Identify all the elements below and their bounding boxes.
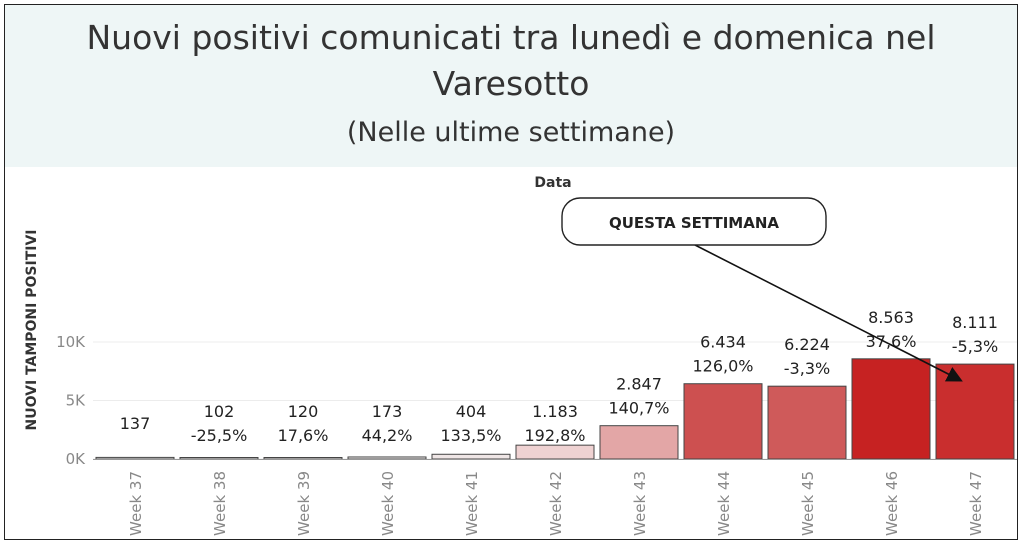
x-tick-label: Week 43 <box>631 471 649 536</box>
bar-value-label: 6.224 <box>784 335 830 354</box>
title-line-2: Varesotto <box>432 64 590 103</box>
x-tick-label: Week 40 <box>379 471 397 536</box>
bar-change-label: 37,6% <box>866 332 917 351</box>
chart-header: Nuovi positivi comunicati tra lunedì e d… <box>5 5 1017 167</box>
bar-change-label: -5,3% <box>952 337 998 356</box>
x-tick-label: Week 37 <box>127 471 145 536</box>
x-tick-label: Week 45 <box>799 471 817 536</box>
x-tick-label: Week 38 <box>211 471 229 536</box>
bar-change-label: 17,6% <box>278 426 329 445</box>
bar <box>347 456 427 460</box>
bar <box>935 363 1015 460</box>
chart-frame: Nuovi positivi comunicati tra lunedì e d… <box>4 4 1018 540</box>
bar-change-label: 44,2% <box>362 426 413 445</box>
y-tick-label: 0K <box>66 450 87 468</box>
bar <box>515 444 595 460</box>
callout-box <box>561 197 827 246</box>
bar <box>683 383 763 460</box>
bar-change-label: 126,0% <box>692 357 753 376</box>
x-tick-label: Week 46 <box>883 471 901 536</box>
bar-change-label: -25,5% <box>191 426 248 445</box>
bar <box>179 457 259 460</box>
y-tick-label: 10K <box>56 333 86 351</box>
bar-value-label: 173 <box>372 402 403 421</box>
x-axis-title: Data <box>534 175 571 191</box>
bar <box>767 385 847 460</box>
title-line-1: Nuovi positivi comunicati tra lunedì e d… <box>86 18 936 57</box>
bar-value-label: 6.434 <box>700 333 746 352</box>
x-tick-label: Week 42 <box>547 471 565 536</box>
bar-value-label: 2.847 <box>616 375 662 394</box>
bar-value-label: 120 <box>288 402 319 421</box>
bar-change-label: -3,3% <box>784 359 830 378</box>
bar-value-label: 137 <box>120 414 151 433</box>
bar-value-label: 1.183 <box>532 402 578 421</box>
bar-change-label: 192,8% <box>524 426 585 445</box>
bar-chart: Data NUOVI TAMPONI POSITIVI 0K 5K 10K 137 Week… <box>24 175 1017 536</box>
bar <box>431 453 511 460</box>
bar <box>263 457 343 460</box>
bar-value-label: 8.563 <box>868 308 914 327</box>
bar-value-label: 404 <box>456 402 487 421</box>
bar <box>851 358 931 460</box>
bar <box>599 425 679 460</box>
x-tick-label: Week 39 <box>295 471 313 536</box>
bar <box>95 456 175 460</box>
y-axis-title: NUOVI TAMPONI POSITIVI <box>24 230 40 431</box>
callout-arrow <box>694 244 963 382</box>
x-tick-label: Week 44 <box>715 471 733 536</box>
bar-change-label: 133,5% <box>440 426 501 445</box>
callout-label: QUESTA SETTIMANA <box>609 214 779 232</box>
bar-value-label: 8.111 <box>952 313 998 332</box>
bar-value-label: 102 <box>204 402 235 421</box>
chart-subtitle: (Nelle ultime settimane) <box>346 117 676 148</box>
bar-change-label: 140,7% <box>608 399 669 418</box>
x-tick-label: Week 41 <box>463 471 481 536</box>
x-tick-label: Week 47 <box>967 471 985 536</box>
y-tick-label: 5K <box>66 392 87 410</box>
chart-title: Nuovi positivi comunicati tra lunedì e d… <box>5 15 1017 107</box>
